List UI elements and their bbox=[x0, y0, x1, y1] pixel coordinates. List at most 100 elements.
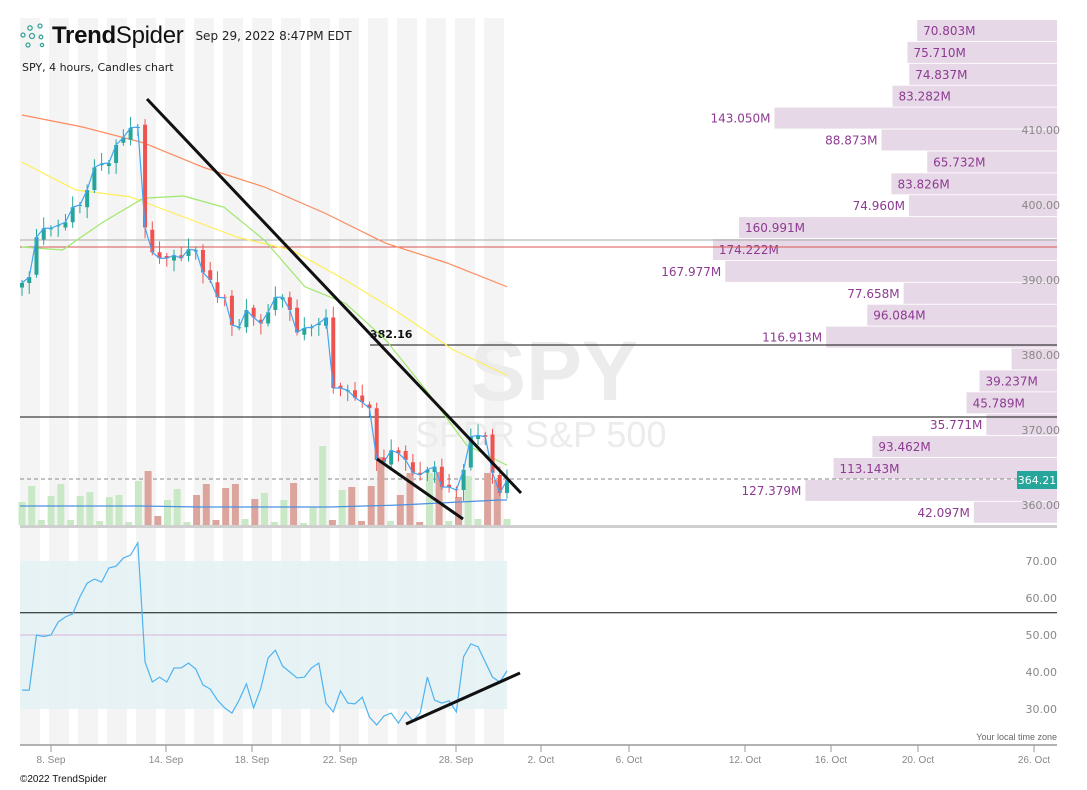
volume-profile-label: 75.710M bbox=[913, 46, 965, 60]
candle-body bbox=[468, 436, 473, 468]
rsi-axis-label: 70.00 bbox=[1026, 555, 1058, 568]
date-axis-label: 6. Oct bbox=[616, 755, 643, 766]
candle-body bbox=[505, 480, 509, 493]
candle-body bbox=[439, 466, 444, 487]
brand-bold: Trend bbox=[52, 22, 116, 49]
candle-body bbox=[331, 317, 336, 388]
volume-bar bbox=[416, 522, 424, 525]
volume-profile-bar bbox=[881, 129, 1057, 151]
volume-bar bbox=[396, 495, 404, 525]
volume-profile-label: 83.826M bbox=[897, 177, 949, 191]
volume-bar bbox=[270, 522, 278, 525]
level-label-382: 382.16 bbox=[370, 328, 413, 341]
volume-profile-label: 74.960M bbox=[853, 199, 905, 213]
candle-body bbox=[20, 283, 24, 288]
volume-profile-bar bbox=[908, 195, 1057, 217]
volume-profile-label: 93.462M bbox=[878, 440, 930, 454]
volume-profile-label: 45.789M bbox=[973, 396, 1025, 410]
volume-profile-bar bbox=[966, 392, 1057, 414]
watermark-name: SPDR S&P 500 bbox=[415, 414, 666, 455]
volume-bar bbox=[193, 495, 201, 525]
candle-body bbox=[396, 450, 401, 454]
volume-bar bbox=[57, 484, 65, 525]
date-axis-label: 26. Oct bbox=[1018, 755, 1050, 766]
volume-bar bbox=[435, 472, 443, 525]
last-price-badge bbox=[1017, 471, 1057, 489]
volume-profile-label: 143.050M bbox=[710, 112, 770, 126]
candle-body bbox=[476, 435, 481, 439]
volume-profile-bar bbox=[867, 304, 1057, 326]
candle-body bbox=[316, 323, 321, 325]
candle-body bbox=[295, 307, 300, 333]
volume-bar bbox=[115, 495, 123, 525]
date-axis-label: 20. Oct bbox=[902, 755, 934, 766]
volume-bar bbox=[96, 521, 104, 525]
timestamp: Sep 29, 2022 8:47PM EDT bbox=[195, 29, 352, 43]
volume-bar bbox=[18, 502, 26, 525]
candle-body bbox=[410, 462, 415, 473]
candle-body bbox=[432, 466, 437, 472]
volume-bar bbox=[86, 492, 94, 525]
date-axis-label: 12. Oct bbox=[729, 755, 761, 766]
price-axis-label: 380.00 bbox=[1022, 349, 1061, 362]
volume-bar bbox=[154, 516, 162, 525]
date-axis-label: 16. Oct bbox=[815, 755, 847, 766]
candle-body bbox=[490, 434, 495, 473]
candle-body bbox=[483, 435, 488, 437]
candle-body bbox=[418, 472, 423, 475]
volume-bar bbox=[377, 457, 385, 525]
volume-bar bbox=[231, 484, 239, 525]
candle-body bbox=[425, 469, 430, 473]
trendline-lower bbox=[376, 457, 464, 521]
candle-body bbox=[121, 137, 126, 143]
volume-bar bbox=[37, 520, 45, 525]
date-axis-label: 22. Sep bbox=[323, 755, 358, 766]
volume-bar bbox=[47, 496, 55, 525]
volume-profile-bar bbox=[979, 370, 1057, 392]
volume-profile-bar bbox=[909, 63, 1057, 85]
volume-profile-bar bbox=[805, 479, 1057, 501]
candle-body bbox=[229, 295, 234, 325]
volume-bar bbox=[261, 493, 268, 525]
volume-profile-label: 42.097M bbox=[918, 506, 970, 520]
volume-bar bbox=[484, 473, 492, 525]
volume-profile-label: 70.803M bbox=[923, 24, 975, 38]
volume-bar bbox=[76, 496, 84, 525]
volume-bar bbox=[309, 507, 317, 525]
price-axis-label: 410.00 bbox=[1022, 124, 1061, 137]
candle-body bbox=[244, 310, 249, 328]
rsi-axis-label: 60.00 bbox=[1026, 592, 1058, 605]
candle-body bbox=[208, 270, 213, 280]
candle-body bbox=[143, 124, 148, 228]
ma-yellow-line bbox=[21, 161, 508, 376]
rsi-line bbox=[22, 540, 508, 726]
volume-bar bbox=[299, 523, 307, 525]
volume-profile-label: 116.913M bbox=[762, 331, 822, 345]
volume-bar bbox=[183, 522, 191, 525]
ma-orange-line bbox=[21, 114, 508, 288]
candle-body bbox=[360, 395, 365, 403]
rsi-axis-label: 30.00 bbox=[1026, 703, 1058, 716]
candle-body bbox=[273, 297, 278, 310]
candle-body bbox=[92, 167, 97, 190]
candle-body bbox=[215, 282, 220, 298]
volume-profile-bar bbox=[891, 173, 1057, 195]
volume-bar bbox=[445, 521, 453, 525]
copyright: ©2022 TrendSpider bbox=[20, 774, 107, 785]
volume-profile-label: 39.237M bbox=[986, 374, 1038, 388]
volume-profile-bar bbox=[712, 239, 1057, 260]
price-axis-label: 400.00 bbox=[1022, 199, 1061, 212]
volume-profile-bar bbox=[872, 436, 1057, 458]
candle-body bbox=[128, 127, 133, 140]
candle-body bbox=[85, 190, 90, 208]
candle-body bbox=[381, 457, 386, 463]
volume-bar bbox=[328, 520, 336, 525]
chart-subtitle: SPY, 4 hours, Candles chart bbox=[22, 61, 174, 74]
price-axis-label: 370.00 bbox=[1022, 424, 1061, 437]
volume-bar bbox=[280, 500, 288, 525]
volume-bar bbox=[338, 490, 346, 525]
volume-profile-bar bbox=[739, 217, 1057, 239]
date-axis-label: 28. Sep bbox=[439, 755, 474, 766]
panel-separator bbox=[20, 525, 1057, 528]
